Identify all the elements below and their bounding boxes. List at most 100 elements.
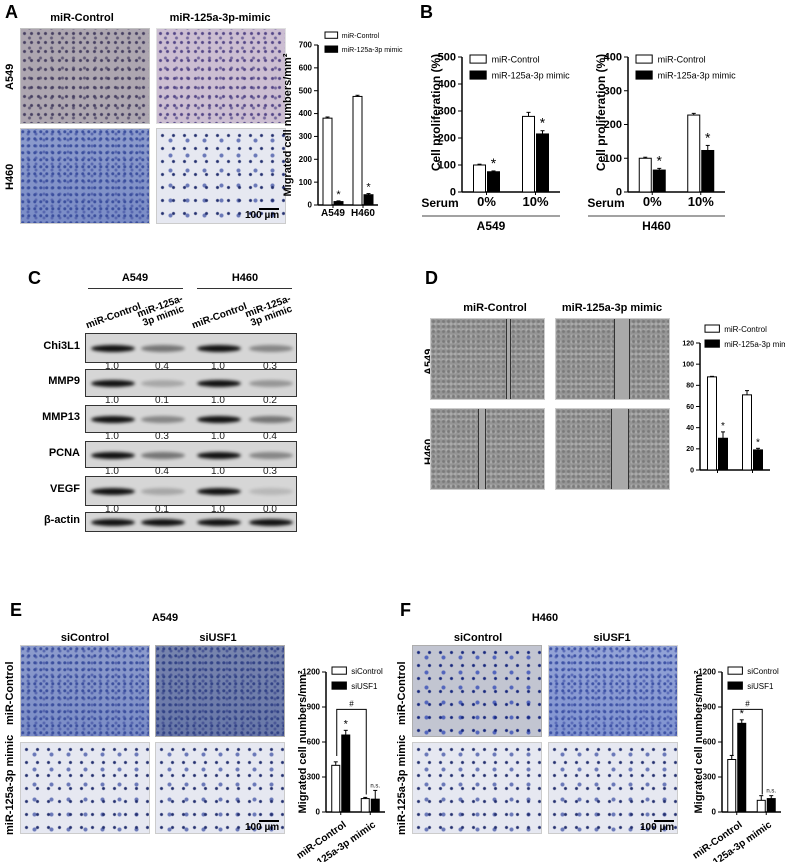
bar-mir-control bbox=[742, 394, 752, 471]
bar-mir-control bbox=[322, 117, 333, 206]
protein-band bbox=[197, 345, 241, 352]
col-header: miR-125a-3p-mimic bbox=[169, 12, 271, 24]
panel-title: H460 bbox=[531, 612, 559, 624]
bar-mir-control bbox=[638, 157, 652, 193]
cell-line-header: A549 bbox=[121, 272, 149, 284]
y-tick-label: 100 bbox=[682, 362, 694, 369]
protein-band bbox=[249, 488, 293, 495]
y-axis-label: Cell proliferation (%) bbox=[594, 54, 608, 171]
legend-swatch bbox=[324, 45, 339, 53]
y-tick-label: 0 bbox=[308, 201, 313, 210]
significance-bracket bbox=[336, 708, 367, 795]
significance-mark: * bbox=[705, 129, 711, 145]
legend-label: siUSF1 bbox=[351, 682, 378, 691]
protein-band bbox=[249, 380, 293, 387]
protein-label: VEGF bbox=[50, 483, 80, 495]
y-tick-label: 700 bbox=[299, 41, 313, 50]
scale-bar: 100 µm bbox=[640, 820, 675, 833]
quantification-value: 1.0 bbox=[105, 361, 119, 372]
micrograph bbox=[20, 645, 150, 737]
protein-band bbox=[91, 380, 135, 387]
y-tick-label: 120 bbox=[682, 340, 694, 347]
y-tick-label: 0 bbox=[616, 187, 622, 199]
scale-bar-label: 100 µm bbox=[640, 822, 675, 833]
y-tick-label: 60 bbox=[686, 404, 694, 411]
protein-band bbox=[91, 488, 135, 495]
legend-swatch bbox=[727, 666, 743, 675]
chart-a: 0 100 200 300 400 500 600 700 Migrated cell numb… bbox=[282, 31, 403, 219]
panel-label-e: E bbox=[10, 600, 23, 620]
quantification-value: 1.0 bbox=[211, 361, 225, 372]
legend-label: miR-125a-3p mimic bbox=[492, 71, 571, 81]
protein-band bbox=[141, 416, 185, 423]
protein-band bbox=[141, 451, 185, 459]
legend-label: siUSF1 bbox=[747, 682, 774, 691]
legend-label: miR-125a-3p mimic bbox=[724, 340, 785, 349]
bracket-mark: # bbox=[349, 699, 354, 708]
y-tick-label: 100 bbox=[438, 160, 456, 172]
legend-label: miR-Control bbox=[658, 55, 706, 65]
quantification-value: 1.0 bbox=[105, 431, 119, 442]
protein-band bbox=[249, 519, 293, 526]
significance-mark: * bbox=[344, 718, 349, 730]
significance-bracket bbox=[732, 708, 763, 795]
divider bbox=[88, 288, 183, 289]
significance-mark: n.s. bbox=[766, 789, 776, 795]
quantification-value: 1.0 bbox=[211, 504, 225, 515]
y-axis-label: Cell proliferation (%) bbox=[429, 54, 443, 171]
quantification-value: 1.0 bbox=[105, 395, 119, 406]
protein-band bbox=[197, 519, 241, 526]
legend-swatch bbox=[635, 54, 653, 64]
x-tick-label: H460 bbox=[351, 208, 375, 219]
y-tick-label: 600 bbox=[299, 64, 313, 73]
micrograph bbox=[156, 128, 286, 224]
y-tick-label: 300 bbox=[703, 773, 717, 782]
bracket-mark: # bbox=[745, 699, 750, 708]
bar-mir-control bbox=[687, 114, 701, 193]
bar-mir-125a-3p-mimic bbox=[701, 149, 715, 193]
panel-title: A549 bbox=[151, 612, 179, 624]
x-tick-label: 0% bbox=[477, 194, 496, 209]
panel-label-d: D bbox=[425, 268, 438, 288]
bar-sicontrol bbox=[331, 764, 341, 813]
y-tick-label: 400 bbox=[299, 109, 313, 118]
bar-siusf1 bbox=[341, 734, 351, 813]
protein-band bbox=[91, 345, 135, 352]
quantification-value: 0.3 bbox=[155, 431, 169, 442]
wound-image bbox=[555, 408, 670, 490]
blot-strip bbox=[85, 512, 297, 532]
y-tick-label: 300 bbox=[438, 106, 456, 118]
micrograph bbox=[20, 128, 150, 224]
legend-label: miR-Control bbox=[342, 33, 380, 40]
y-tick-label: 80 bbox=[686, 383, 694, 390]
x-tick-label: 0% bbox=[643, 194, 662, 209]
bar-siusf1 bbox=[766, 798, 776, 813]
quantification-value: 0.1 bbox=[155, 395, 169, 406]
legend-swatch bbox=[727, 681, 743, 690]
legend-label: miR-Control bbox=[724, 325, 767, 334]
protein-label: Chi3L1 bbox=[43, 340, 80, 352]
significance-mark: * bbox=[336, 189, 341, 201]
blot-strip bbox=[85, 333, 297, 363]
y-tick-label: 0 bbox=[450, 187, 456, 199]
protein-band bbox=[197, 451, 241, 459]
bar-siusf1 bbox=[370, 798, 380, 813]
bar-mir-125a-3p-mimic bbox=[753, 449, 763, 471]
wound-image bbox=[430, 318, 545, 400]
panel-label-b: B bbox=[420, 2, 433, 22]
y-tick-label: 500 bbox=[299, 86, 313, 95]
y-axis-label: Migrated cell numbers/mm² bbox=[282, 53, 294, 196]
bar-sicontrol bbox=[756, 799, 766, 813]
micrograph bbox=[548, 742, 678, 834]
protein-label: β-actin bbox=[43, 514, 80, 526]
legend-swatch bbox=[324, 31, 339, 39]
bar-mir-control bbox=[707, 376, 717, 471]
significance-mark: * bbox=[740, 708, 745, 720]
significance-mark: n.s. bbox=[370, 783, 380, 789]
legend-swatch bbox=[331, 681, 347, 690]
quantification-value: 1.0 bbox=[211, 466, 225, 477]
y-tick-label: 900 bbox=[703, 703, 717, 712]
legend-swatch bbox=[331, 666, 347, 675]
